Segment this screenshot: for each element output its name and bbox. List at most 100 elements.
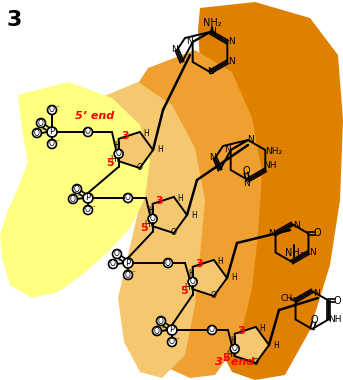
- Text: H: H: [144, 220, 150, 229]
- Text: 3: 3: [121, 131, 128, 141]
- Text: O: O: [190, 277, 196, 287]
- Circle shape: [167, 337, 177, 347]
- Text: O: O: [158, 317, 164, 326]
- Text: NH₂: NH₂: [285, 248, 303, 258]
- Text: N: N: [210, 27, 216, 36]
- Circle shape: [114, 149, 123, 158]
- Text: ⁻: ⁻: [161, 324, 165, 333]
- Text: H: H: [148, 206, 154, 215]
- Circle shape: [72, 185, 82, 193]
- Text: ⁻: ⁻: [56, 103, 59, 112]
- Text: P: P: [85, 193, 91, 203]
- Circle shape: [113, 250, 121, 258]
- Text: O: O: [171, 228, 177, 237]
- Text: N: N: [268, 229, 275, 238]
- Text: H: H: [177, 195, 183, 203]
- Text: P: P: [169, 326, 175, 334]
- Text: P: P: [126, 258, 131, 268]
- Text: 5: 5: [222, 353, 229, 363]
- Circle shape: [156, 317, 166, 326]
- Text: CH₃: CH₃: [281, 294, 296, 303]
- Text: N: N: [293, 222, 299, 231]
- Text: O: O: [74, 185, 80, 193]
- Text: ⁻: ⁻: [131, 268, 135, 277]
- Text: O: O: [150, 214, 156, 223]
- Text: N: N: [224, 146, 231, 155]
- Circle shape: [167, 325, 177, 335]
- Text: H: H: [188, 269, 193, 278]
- Text: O: O: [137, 163, 143, 172]
- Text: O: O: [38, 119, 44, 128]
- Circle shape: [148, 214, 157, 223]
- Circle shape: [33, 128, 42, 138]
- Circle shape: [153, 326, 162, 336]
- Text: O: O: [242, 166, 250, 176]
- Circle shape: [208, 326, 216, 334]
- Circle shape: [230, 344, 239, 353]
- Text: NH: NH: [263, 160, 277, 169]
- Text: N: N: [228, 57, 235, 66]
- Text: ⁻: ⁻: [92, 203, 95, 212]
- Text: 3’ end: 3’ end: [215, 357, 254, 367]
- Text: H: H: [157, 146, 163, 155]
- Text: N: N: [312, 288, 319, 298]
- Text: O: O: [49, 139, 55, 149]
- Text: O: O: [85, 206, 91, 214]
- Text: 3: 3: [155, 196, 163, 206]
- Circle shape: [36, 119, 46, 128]
- Text: ⁻: ⁻: [176, 335, 179, 344]
- Text: H: H: [114, 141, 119, 150]
- Text: N: N: [170, 46, 177, 54]
- Circle shape: [47, 127, 57, 137]
- Text: O: O: [232, 344, 238, 353]
- Circle shape: [83, 193, 93, 203]
- Polygon shape: [193, 260, 227, 296]
- Polygon shape: [95, 82, 205, 378]
- Circle shape: [47, 139, 57, 149]
- Circle shape: [123, 193, 132, 203]
- Text: O: O: [169, 337, 175, 347]
- Polygon shape: [135, 50, 262, 378]
- Text: H: H: [217, 257, 223, 266]
- Text: NH₂: NH₂: [203, 18, 221, 28]
- Text: N: N: [209, 154, 215, 163]
- Text: 3: 3: [237, 326, 245, 336]
- Text: ⁻: ⁻: [117, 257, 120, 266]
- Text: N: N: [228, 38, 235, 46]
- Text: NH₂: NH₂: [265, 147, 282, 157]
- Circle shape: [123, 258, 133, 268]
- Text: H: H: [110, 155, 116, 164]
- Text: P: P: [49, 128, 55, 136]
- Polygon shape: [0, 82, 150, 298]
- Text: O: O: [49, 106, 55, 114]
- Text: O: O: [154, 326, 160, 336]
- Text: O: O: [253, 358, 259, 367]
- Circle shape: [123, 271, 132, 280]
- Text: O: O: [165, 258, 171, 268]
- Text: O: O: [70, 195, 76, 204]
- Text: N: N: [206, 68, 213, 76]
- Text: H: H: [184, 283, 189, 292]
- Text: H: H: [273, 340, 279, 350]
- Circle shape: [69, 195, 78, 204]
- Text: O: O: [34, 128, 40, 138]
- Text: 3: 3: [195, 259, 202, 269]
- Circle shape: [164, 258, 173, 268]
- Circle shape: [47, 106, 57, 114]
- Text: N: N: [243, 179, 249, 187]
- Text: N: N: [248, 136, 255, 144]
- Text: H: H: [231, 274, 237, 282]
- Text: NH: NH: [328, 315, 341, 324]
- Text: O: O: [125, 193, 131, 203]
- Circle shape: [83, 206, 93, 214]
- Text: 5: 5: [140, 223, 147, 233]
- Polygon shape: [198, 2, 343, 380]
- Text: ⁻: ⁻: [40, 126, 45, 135]
- Text: H: H: [259, 325, 265, 333]
- Text: H: H: [191, 211, 197, 220]
- Text: H: H: [143, 130, 149, 138]
- Text: O: O: [211, 291, 217, 299]
- Text: 3: 3: [6, 10, 22, 30]
- Text: H: H: [230, 336, 236, 345]
- Text: N: N: [309, 248, 316, 257]
